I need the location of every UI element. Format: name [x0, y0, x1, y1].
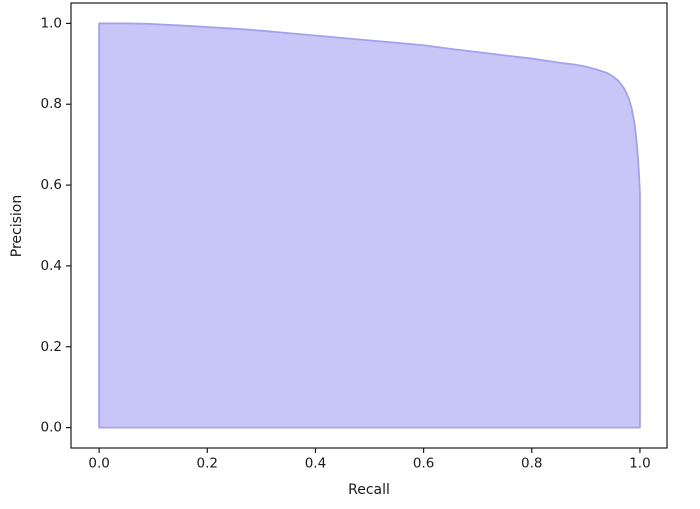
- y-tick-label: 0.0: [41, 420, 62, 436]
- x-tick-label: 0.2: [197, 456, 218, 472]
- pr-curve-area: [98, 22, 641, 429]
- x-axis-label: Recall: [348, 482, 390, 498]
- y-axis-label: Precision: [9, 194, 25, 258]
- y-tick-label: 1.0: [41, 15, 62, 31]
- axes-spines: [70, 2, 668, 449]
- x-tick-label: 0.0: [88, 456, 109, 472]
- y-tick-label: 0.2: [41, 339, 62, 355]
- x-tick-label: 0.4: [305, 456, 326, 472]
- y-tick-label: 0.6: [41, 177, 62, 193]
- y-tick-label: 0.4: [41, 258, 62, 274]
- x-tick-label: 0.6: [413, 456, 434, 472]
- x-tick-label: 0.8: [521, 456, 542, 472]
- x-tick-label: 1.0: [629, 456, 650, 472]
- y-tick-label: 0.8: [41, 96, 62, 112]
